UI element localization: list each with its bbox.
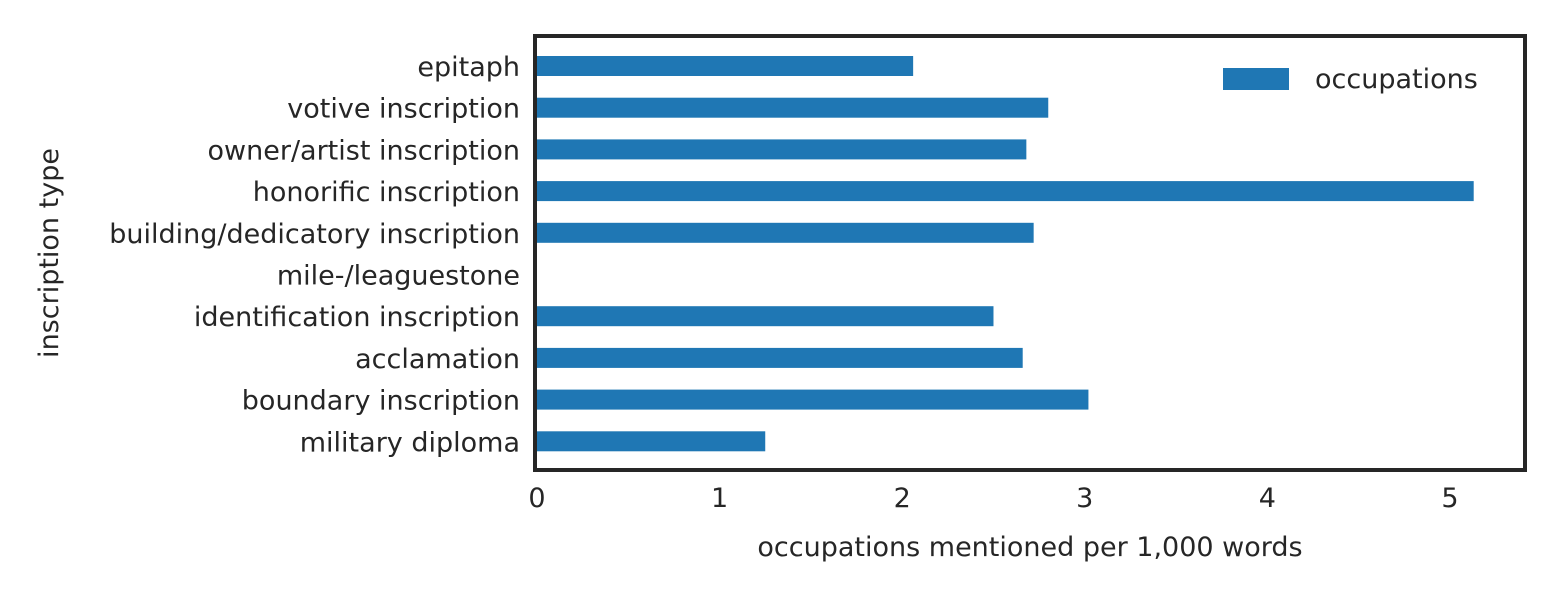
y-tick-label: mile-/leaguestone — [277, 261, 520, 292]
bar — [537, 181, 1474, 202]
x-tick-label: 1 — [711, 483, 728, 514]
plot-frame — [533, 34, 1527, 472]
legend-swatch — [1223, 68, 1289, 90]
y-tick-label: boundary inscription — [242, 386, 520, 417]
legend-label: occupations — [1315, 64, 1478, 95]
y-tick-label: building/dedicatory inscription — [109, 219, 520, 250]
bars-group — [537, 56, 1474, 452]
bar — [537, 431, 766, 452]
x-axis-label: occupations mentioned per 1,000 words — [757, 532, 1302, 563]
bar — [537, 347, 1023, 368]
bar — [537, 306, 994, 327]
x-tick-label: 2 — [894, 483, 911, 514]
y-tick-label: military diploma — [300, 427, 520, 458]
bar — [537, 389, 1089, 410]
y-tick-label: acclamation — [355, 344, 520, 375]
y-tick-label: epitaph — [417, 52, 520, 83]
bar — [537, 222, 1034, 243]
legend: occupations — [1223, 64, 1478, 95]
x-ticks: 0 1 2 3 4 5 — [528, 483, 1458, 514]
x-tick-label: 4 — [1259, 483, 1276, 514]
bar — [537, 97, 1049, 118]
y-tick-labels: epitaph votive inscription owner/artist in… — [109, 52, 520, 458]
y-axis-label: inscription type — [34, 148, 65, 358]
y-tick-label: honorific inscription — [253, 177, 520, 208]
x-tick-label: 0 — [528, 483, 545, 514]
y-tick-label: votive inscription — [287, 94, 520, 125]
y-tick-label: owner/artist inscription — [208, 135, 520, 166]
x-tick-label: 5 — [1441, 483, 1458, 514]
bar — [537, 56, 914, 76]
bar — [537, 139, 1027, 160]
x-tick-label: 3 — [1076, 483, 1093, 514]
y-tick-label: identification inscription — [194, 302, 520, 333]
